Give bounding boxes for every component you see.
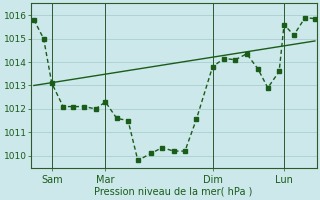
X-axis label: Pression niveau de la mer( hPa ): Pression niveau de la mer( hPa ) [94, 187, 253, 197]
